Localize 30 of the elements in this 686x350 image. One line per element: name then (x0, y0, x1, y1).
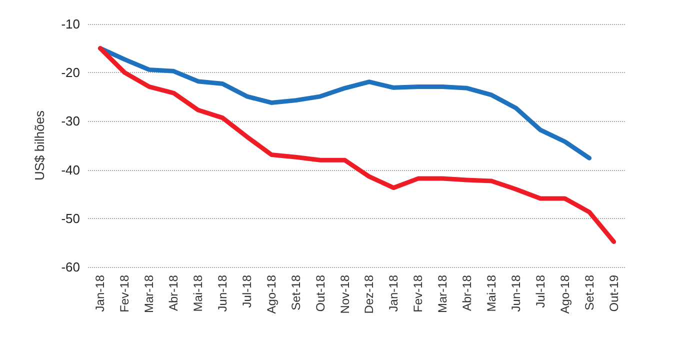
x-tick-label: Jul-18 (533, 274, 548, 308)
x-tick-label: Jun-18 (508, 274, 523, 312)
x-tick-label: Fev-18 (118, 274, 132, 312)
x-tick-label: Jun-18 (216, 274, 230, 312)
x-tick-label: Nov-18 (338, 274, 352, 314)
y-axis-title: US$ bilhões (32, 110, 47, 181)
x-tick-label: Set-18 (582, 274, 596, 310)
x-tick-label: Mai-18 (191, 274, 206, 312)
x-tick-label: Set-18 (288, 274, 303, 310)
x-tick-label: Fev-18 (411, 274, 426, 312)
x-tick-label: Dez-18 (362, 274, 376, 314)
x-tick-label: Jul-18 (240, 274, 254, 308)
x-tick-label: Ago-18 (264, 274, 278, 314)
y-tick-label: -10 (61, 16, 80, 32)
x-tick-label: Mar-18 (142, 274, 156, 314)
y-tick-label: -50 (61, 210, 80, 226)
x-tick-label: Out-19 (606, 274, 621, 312)
x-tick-label: Abr-18 (460, 274, 474, 312)
y-tick-label: -40 (61, 162, 80, 178)
x-tick-label: Jan-18 (93, 274, 108, 312)
x-tick-label: Jan-18 (386, 274, 401, 312)
y-tick-label: -60 (61, 260, 80, 274)
x-tick-label: Mai-18 (484, 274, 498, 312)
x-tick-label: Out-18 (313, 274, 328, 312)
x-tick-label: Ago-18 (558, 274, 572, 314)
y-tick-label: -20 (61, 65, 80, 80)
x-tick-label: Abr-18 (166, 274, 181, 312)
line-series (98, 46, 616, 244)
x-tick-label: Mar-18 (436, 274, 450, 314)
y-tick-label: -30 (61, 114, 80, 129)
